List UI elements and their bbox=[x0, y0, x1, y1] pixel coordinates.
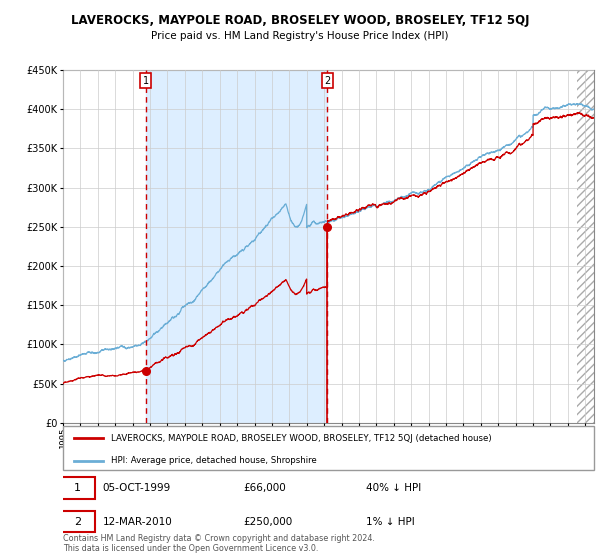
FancyBboxPatch shape bbox=[63, 426, 594, 470]
Bar bbox=[577, 70, 594, 423]
Bar bbox=[146, 70, 328, 423]
FancyBboxPatch shape bbox=[61, 477, 95, 499]
Text: 12-MAR-2010: 12-MAR-2010 bbox=[103, 516, 173, 526]
Text: Price paid vs. HM Land Registry's House Price Index (HPI): Price paid vs. HM Land Registry's House … bbox=[151, 31, 449, 41]
Text: 05-OCT-1999: 05-OCT-1999 bbox=[103, 483, 171, 493]
Text: HPI: Average price, detached house, Shropshire: HPI: Average price, detached house, Shro… bbox=[111, 456, 317, 465]
Text: £66,000: £66,000 bbox=[244, 483, 286, 493]
FancyBboxPatch shape bbox=[61, 511, 95, 533]
Text: 1% ↓ HPI: 1% ↓ HPI bbox=[365, 516, 415, 526]
Text: LAVEROCKS, MAYPOLE ROAD, BROSELEY WOOD, BROSELEY, TF12 5QJ: LAVEROCKS, MAYPOLE ROAD, BROSELEY WOOD, … bbox=[71, 14, 529, 27]
Text: 1: 1 bbox=[74, 483, 81, 493]
Text: 2: 2 bbox=[325, 76, 331, 86]
Text: 40% ↓ HPI: 40% ↓ HPI bbox=[365, 483, 421, 493]
Text: £250,000: £250,000 bbox=[244, 516, 293, 526]
Text: 2: 2 bbox=[74, 516, 81, 526]
Text: Contains HM Land Registry data © Crown copyright and database right 2024.
This d: Contains HM Land Registry data © Crown c… bbox=[63, 534, 375, 553]
Text: LAVEROCKS, MAYPOLE ROAD, BROSELEY WOOD, BROSELEY, TF12 5QJ (detached house): LAVEROCKS, MAYPOLE ROAD, BROSELEY WOOD, … bbox=[111, 433, 491, 442]
Text: 1: 1 bbox=[143, 76, 149, 86]
